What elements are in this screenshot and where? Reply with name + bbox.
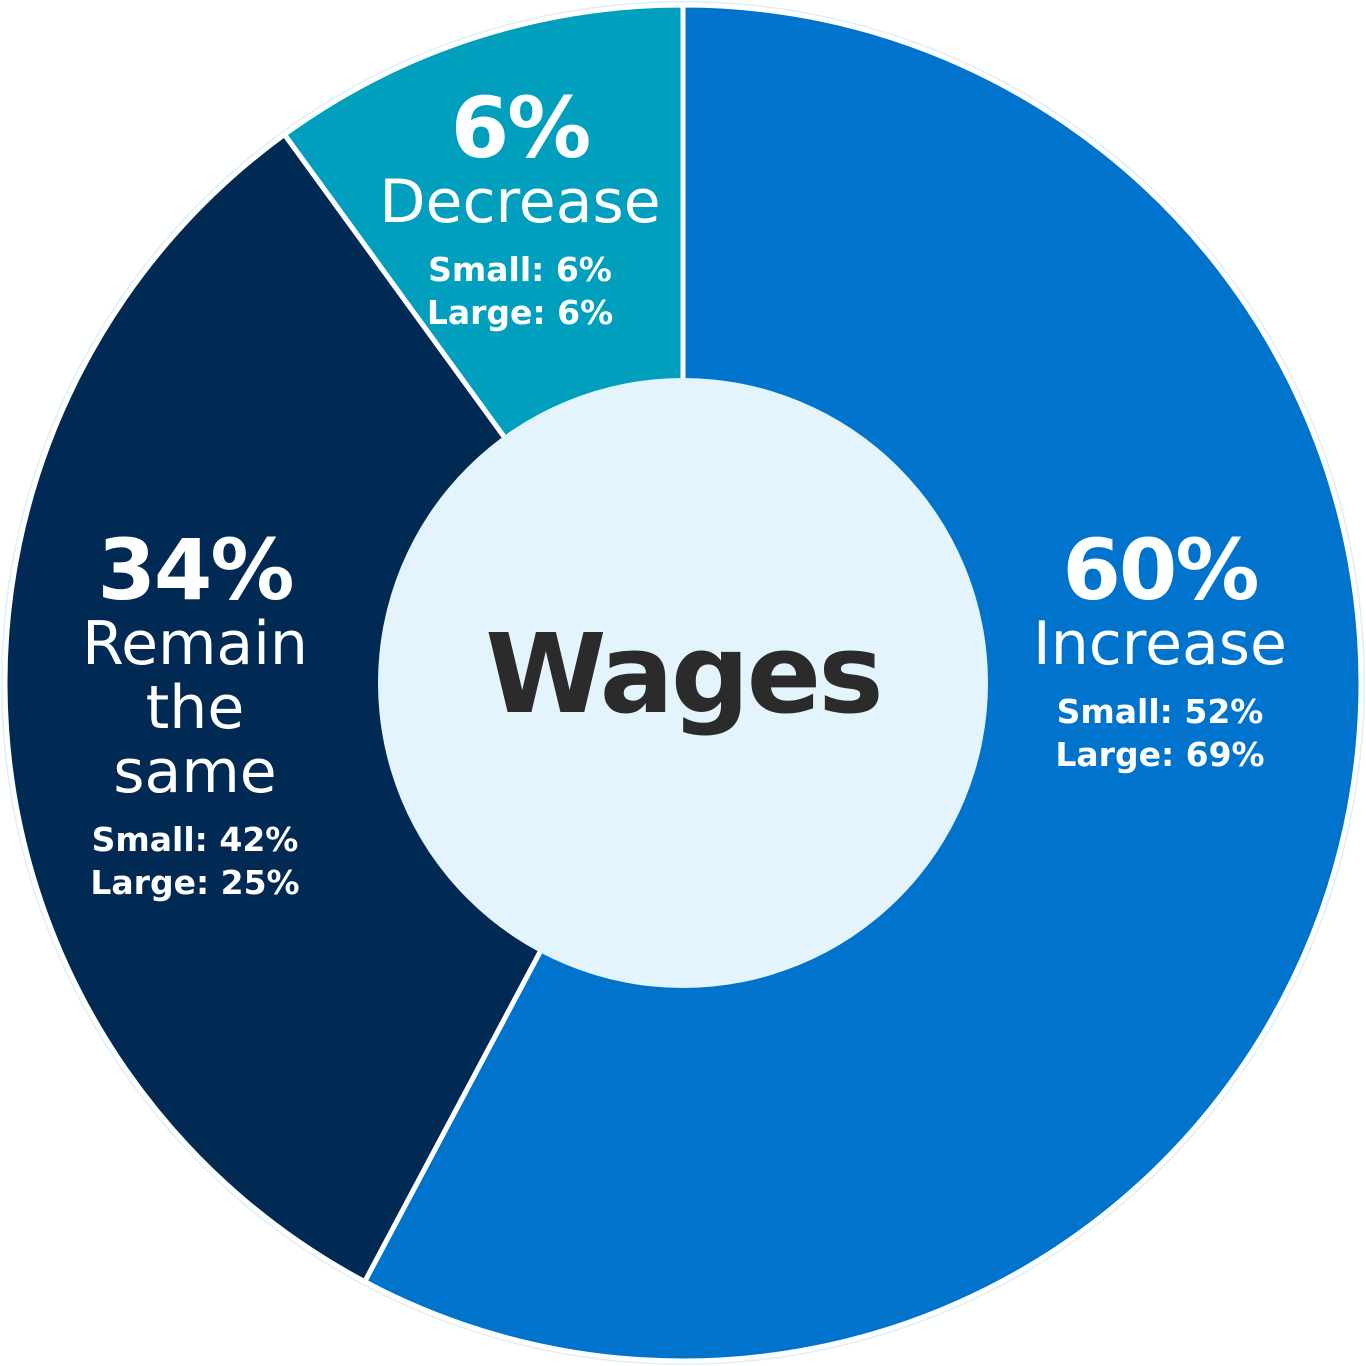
decrease-large: Large: 6% [426, 293, 614, 332]
remain-small: Small: 42% [91, 820, 299, 859]
increase-percent: 60% [1062, 521, 1259, 619]
chart-title: Wages [485, 610, 883, 738]
remain-percent: 34% [97, 521, 294, 619]
decrease-percent: 6% [450, 79, 592, 177]
increase-label: Increase [1033, 609, 1287, 679]
slice-remain-the-same [2, 130, 686, 1286]
increase-large: Large: 69% [1055, 735, 1265, 774]
slice-label-decrease: 6% Decrease Small: 6% Large: 6% [370, 86, 670, 334]
donut-hole [378, 378, 988, 988]
slice-label-remain: 34% Remain the same Small: 42% Large: 25… [40, 528, 350, 904]
slice-label-increase: 60% Increase Small: 52% Large: 69% [1010, 528, 1310, 776]
remain-large: Large: 25% [90, 863, 300, 902]
decrease-label: Decrease [379, 167, 661, 237]
decrease-small: Small: 6% [428, 250, 612, 289]
remain-label: Remain the same [82, 609, 308, 807]
increase-small: Small: 52% [1056, 692, 1264, 731]
